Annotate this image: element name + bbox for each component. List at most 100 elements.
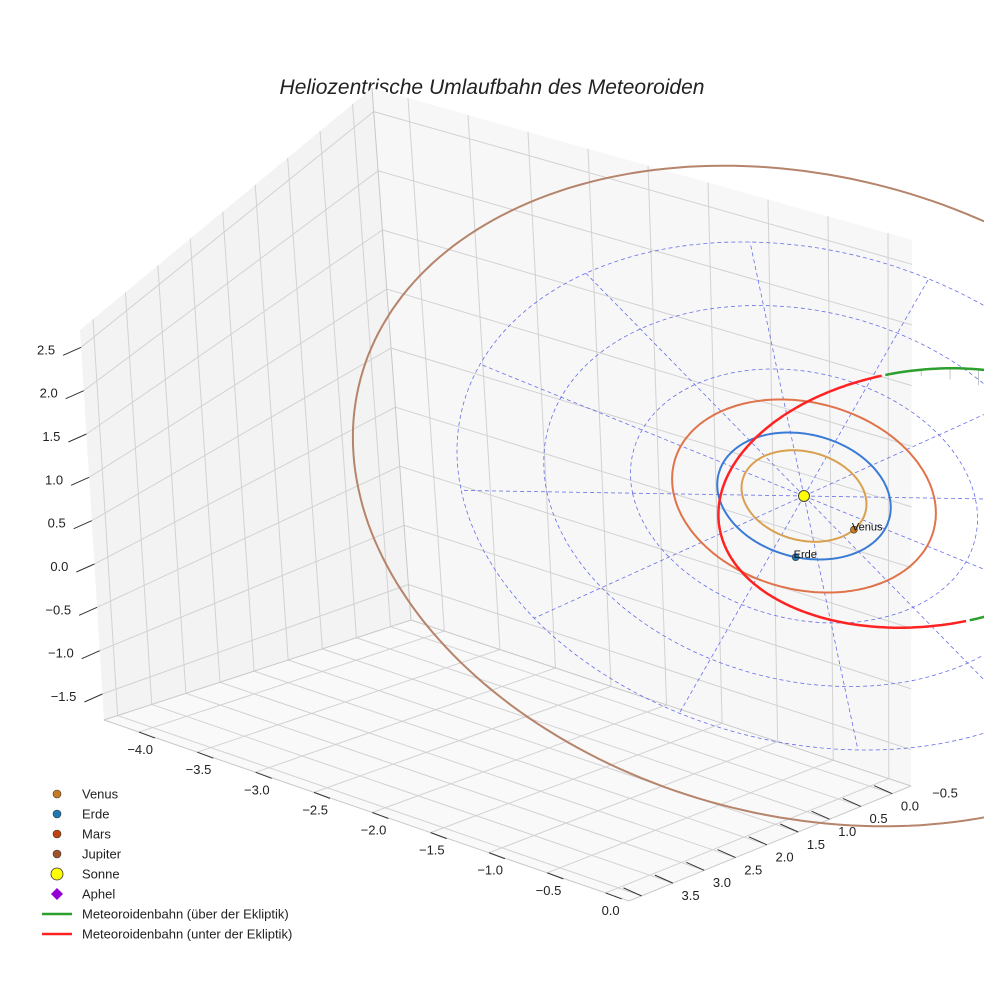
ecliptic-radial-line [533, 495, 805, 619]
y-tick-mark [811, 810, 830, 820]
x-tick-mark [547, 872, 564, 880]
z-tick-mark [81, 650, 100, 660]
ecliptic-circle [630, 368, 978, 624]
legend-item: Sonne [50, 867, 120, 882]
planet-venus-marker [850, 525, 858, 534]
ecliptic-radial-line [803, 495, 984, 570]
x-tick-mark [313, 791, 331, 799]
planet-venus-label: Venus [852, 522, 883, 534]
z-tick-label: 0.0 [50, 559, 68, 574]
grid-line-x-floor [313, 685, 612, 793]
ecliptic-radial-line [803, 414, 984, 497]
grid-line-x-wall [707, 182, 723, 724]
x-tick-mark [372, 812, 389, 819]
orbit-jupiter [351, 164, 984, 828]
legend-item: Meteoroidenbahn (über der Ekliptik) [42, 907, 289, 922]
z-tick-label: 0.5 [48, 516, 66, 531]
legend-label: Meteoroidenbahn (unter der Ekliptik) [82, 927, 292, 942]
grid-line-y-floor [390, 626, 893, 795]
grid-line-y-wall [254, 184, 289, 661]
back-pane [372, 88, 912, 786]
ecliptic-radial-line [749, 241, 805, 497]
y-tick-mark [779, 823, 799, 833]
z-tick-mark [73, 520, 92, 530]
grid-line-y-floor [185, 692, 705, 871]
z-tick-mark [68, 433, 87, 443]
x-tick-label: −1.5 [419, 843, 445, 858]
ecliptic-radial-line [585, 272, 805, 497]
y-tick-label: 0.0 [901, 798, 919, 813]
legend-marker [52, 849, 62, 859]
axis-ticks: −4.0 −3.5 −3.0 −2.5 −2.0 −1.5 −1.0 −0.5 0.0 −0.5 0… [37, 342, 958, 918]
ecliptic-radial-line [479, 363, 805, 497]
y-tick-mark [717, 849, 736, 859]
y-tick-mark [654, 874, 674, 884]
x-tick-label: −1.0 [477, 863, 503, 878]
legend-item: Venus [52, 787, 119, 802]
grid-line-y-wall [92, 319, 119, 716]
y-tick-mark [685, 861, 705, 871]
x-tick-label: −2.5 [302, 802, 328, 817]
z-tick-mark [78, 606, 98, 616]
ecliptic-radial-line [803, 495, 984, 681]
x-tick-label: −0.5 [536, 883, 562, 898]
ecliptic-radial-line [461, 490, 805, 497]
y-tick-mark [842, 797, 862, 807]
legend-label: Jupiter [82, 847, 122, 862]
axes-grid [80, 87, 913, 902]
legend-label: Aphel [82, 887, 115, 902]
celestial-bodies: Venus Erde [791, 490, 883, 562]
grid-line-x-wall [407, 98, 445, 632]
grid-line-y-wall [287, 157, 323, 649]
orbit-venus [740, 449, 868, 543]
legend-marker [51, 888, 63, 900]
legend-item: Meteoroidenbahn (unter der Ekliptik) [42, 927, 292, 942]
x-tick-label: −3.5 [186, 762, 212, 777]
z-tick-mark [65, 390, 84, 400]
x-tick-mark [430, 832, 447, 840]
z-tick-label: 1.0 [45, 472, 63, 487]
x-tick-mark [138, 731, 156, 739]
orbit-mars [671, 398, 937, 594]
y-tick-label: 3.0 [713, 875, 731, 890]
legend-label: Venus [82, 787, 119, 802]
grid-line-y-floor [356, 637, 862, 807]
legend-label: Mars [82, 827, 111, 842]
legend: Venus Erde Mars Jupiter Sonne Aphel Meteoroide… [42, 787, 292, 942]
meteoroid-orbit [717, 367, 984, 629]
chart-title: Heliozentrische Umlaufbahn des Meteoroid… [280, 76, 705, 99]
grid-line-x-wall [647, 165, 668, 705]
grid-line-x-floor [372, 704, 667, 813]
y-tick-label: 3.5 [682, 888, 700, 903]
z-tick-mark [70, 476, 90, 486]
y-tick-label: 1.0 [838, 824, 856, 839]
x-tick-label: −4.0 [127, 742, 153, 757]
x-tick-label: −2.0 [361, 823, 387, 838]
planet-orbits [351, 164, 984, 828]
grid-line-y-floor [322, 648, 830, 820]
back-corner-edge [371, 87, 412, 621]
planet-erde-marker [791, 553, 800, 562]
grid-line-x-wall [887, 233, 890, 779]
x-tick-label: 0.0 [602, 903, 620, 918]
floor-pane [104, 620, 911, 901]
legend-item: Mars [52, 827, 111, 842]
z-tick-label: −1.0 [48, 646, 74, 661]
legend-label: Erde [82, 807, 109, 822]
legend-marker [50, 867, 64, 881]
z-tick-label: −0.5 [45, 602, 71, 617]
ecliptic-circle [456, 241, 984, 751]
planet-erde-label: Erde [794, 549, 817, 561]
x-tick-mark [605, 892, 622, 900]
x-tick-label: −3.0 [244, 782, 270, 797]
z-tick-mark [84, 693, 103, 703]
legend-item: Jupiter [52, 847, 122, 862]
y-tick-label: 0.5 [870, 811, 888, 826]
y-tick-label: 2.0 [776, 850, 794, 865]
y-tick-mark [748, 836, 768, 846]
sun-marker [798, 490, 810, 502]
z-tick-label: 2.5 [37, 342, 55, 357]
grid-line-x-floor [255, 667, 556, 773]
grid-line-y-wall [222, 211, 255, 672]
